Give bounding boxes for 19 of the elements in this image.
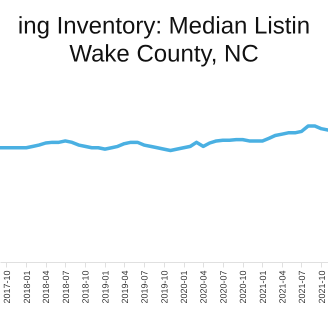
- x-tick-label: 2018-01: [22, 270, 32, 304]
- x-tick-label: 2020-07: [218, 270, 228, 304]
- x-tick-label: 2021-07: [296, 270, 307, 304]
- x-tick-label: 2021-01: [258, 270, 268, 304]
- x-tick-label: 2018-04: [41, 270, 52, 304]
- x-tick-label: 2018-07: [60, 270, 71, 304]
- x-tick-label: 2020-10: [238, 270, 248, 304]
- x-tick-label: 2019-10: [159, 270, 170, 304]
- chart-title: ing Inventory: Median Listin: [18, 12, 310, 40]
- x-tick-label: 2018-10: [80, 270, 91, 304]
- chart-subtitle: Wake County, NC: [69, 40, 259, 68]
- x-tick-label: 2020-04: [198, 270, 209, 304]
- x-tick-label: 2020-01: [179, 270, 190, 304]
- x-tick-label: 2017-10: [2, 270, 12, 304]
- x-tick-label: 2021-04: [277, 270, 288, 304]
- x-tick-label: 2021-10: [316, 270, 327, 304]
- x-tick-label: 2019-07: [139, 270, 150, 304]
- x-tick-label: 2019-01: [100, 270, 110, 304]
- x-tick-label: 2019-04: [120, 270, 130, 304]
